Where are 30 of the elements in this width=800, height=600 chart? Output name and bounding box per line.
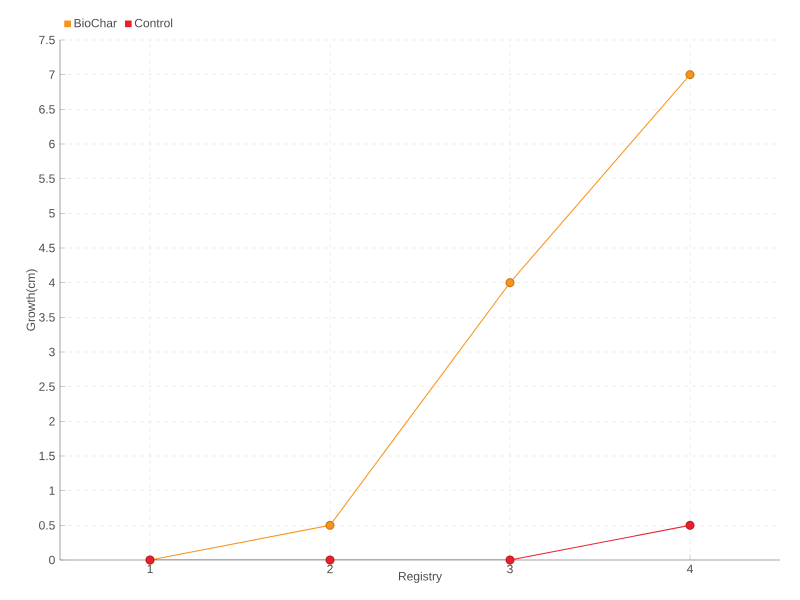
- y-tick-label: 1.5: [40, 452, 55, 460]
- x-tick-label: 3: [507, 564, 513, 574]
- y-tick-label: 4.5: [38, 244, 55, 252]
- x-tick-label: 2: [327, 564, 333, 574]
- x-tick-label: 1: [148, 564, 153, 573]
- y-tick-label: 5: [49, 209, 55, 218]
- x-axis-title: Registry: [398, 572, 442, 583]
- point: [325, 520, 335, 530]
- x-tick-label: 4: [686, 564, 693, 573]
- legend-label: BioChar: [74, 18, 117, 28]
- y-tick-label: 0: [49, 556, 55, 564]
- y-tick-label: 7: [49, 70, 55, 79]
- y-axis-title: Growth(cm): [26, 269, 38, 331]
- y-tick-label: 1: [50, 486, 55, 495]
- point: [505, 278, 515, 288]
- y-tick-label: 4: [48, 278, 55, 287]
- y-tick-label: 2: [49, 417, 55, 426]
- point: [685, 520, 695, 530]
- y-tick-label: 3: [49, 348, 55, 356]
- y-tick-label: 5.5: [39, 174, 55, 183]
- y-tick-label: 2.5: [39, 382, 55, 391]
- y-tick-label: 7.5: [39, 36, 55, 44]
- y-tick-label: 6.5: [39, 105, 55, 114]
- point: [325, 555, 335, 565]
- y-tick-label: 6: [49, 140, 55, 148]
- legend-label: Control: [134, 18, 172, 28]
- point: [685, 70, 695, 80]
- point: [505, 555, 515, 565]
- y-tick-label: 3.5: [39, 313, 55, 322]
- y-tick-label: 0.5: [39, 521, 55, 530]
